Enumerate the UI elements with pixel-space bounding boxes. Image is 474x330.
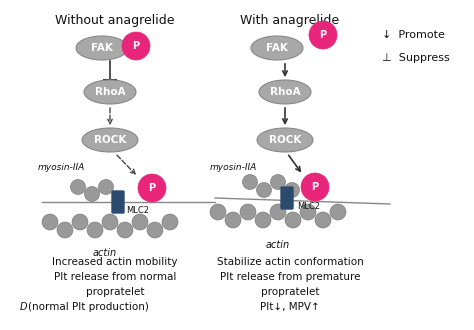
Circle shape	[57, 222, 73, 238]
Circle shape	[330, 204, 346, 220]
Text: Stabilize actin conformation: Stabilize actin conformation	[217, 257, 364, 267]
Circle shape	[243, 175, 257, 189]
Text: (normal Plt production): (normal Plt production)	[28, 302, 149, 312]
Circle shape	[122, 32, 150, 60]
Ellipse shape	[76, 36, 128, 60]
Text: D: D	[20, 302, 27, 312]
Text: With anagrelide: With anagrelide	[240, 14, 339, 27]
Circle shape	[240, 204, 256, 220]
Ellipse shape	[251, 36, 303, 60]
Text: P: P	[319, 30, 327, 40]
Text: ROCK: ROCK	[94, 135, 126, 145]
FancyBboxPatch shape	[112, 191, 124, 213]
Circle shape	[315, 212, 331, 228]
Text: FAK: FAK	[91, 43, 113, 53]
Circle shape	[147, 222, 163, 238]
Circle shape	[300, 204, 316, 220]
Circle shape	[285, 212, 301, 228]
Circle shape	[256, 182, 272, 197]
Circle shape	[132, 214, 148, 230]
Text: myosin-IIA: myosin-IIA	[210, 162, 257, 172]
Text: Plt↓, MPV↑: Plt↓, MPV↑	[260, 302, 320, 312]
Circle shape	[255, 212, 271, 228]
Text: Increased actin mobility: Increased actin mobility	[52, 257, 178, 267]
Text: P: P	[311, 182, 319, 192]
Text: myosin-IIA: myosin-IIA	[38, 162, 85, 172]
Text: P: P	[148, 183, 155, 193]
Text: actin: actin	[93, 248, 117, 258]
Text: MLC2: MLC2	[297, 202, 320, 211]
Ellipse shape	[257, 128, 313, 152]
Circle shape	[71, 180, 85, 194]
Circle shape	[301, 173, 329, 201]
Ellipse shape	[82, 128, 138, 152]
Circle shape	[309, 21, 337, 49]
Circle shape	[117, 222, 133, 238]
Text: MLC2: MLC2	[126, 206, 149, 215]
Text: Plt release from premature: Plt release from premature	[220, 272, 360, 282]
Circle shape	[87, 222, 103, 238]
FancyBboxPatch shape	[281, 187, 293, 209]
Text: propratelet: propratelet	[86, 287, 144, 297]
Circle shape	[102, 214, 118, 230]
Circle shape	[138, 174, 166, 202]
Text: RhoA: RhoA	[270, 87, 301, 97]
Circle shape	[99, 180, 113, 194]
Circle shape	[72, 214, 88, 230]
Circle shape	[270, 204, 286, 220]
Circle shape	[284, 182, 300, 197]
Circle shape	[271, 175, 285, 189]
Circle shape	[84, 186, 100, 202]
Circle shape	[162, 214, 178, 230]
Circle shape	[210, 204, 226, 220]
Text: ROCK: ROCK	[269, 135, 301, 145]
Ellipse shape	[259, 80, 311, 104]
Text: FAK: FAK	[266, 43, 288, 53]
Text: Plt release from normal: Plt release from normal	[54, 272, 176, 282]
Text: Without anagrelide: Without anagrelide	[55, 14, 175, 27]
Text: actin: actin	[266, 240, 290, 250]
Text: propratelet: propratelet	[261, 287, 319, 297]
Circle shape	[42, 214, 58, 230]
Text: ⊥  Suppress: ⊥ Suppress	[382, 53, 450, 63]
Text: P: P	[132, 41, 139, 51]
Text: ↓  Promote: ↓ Promote	[382, 30, 445, 40]
Text: RhoA: RhoA	[95, 87, 125, 97]
Ellipse shape	[84, 80, 136, 104]
Circle shape	[225, 212, 241, 228]
